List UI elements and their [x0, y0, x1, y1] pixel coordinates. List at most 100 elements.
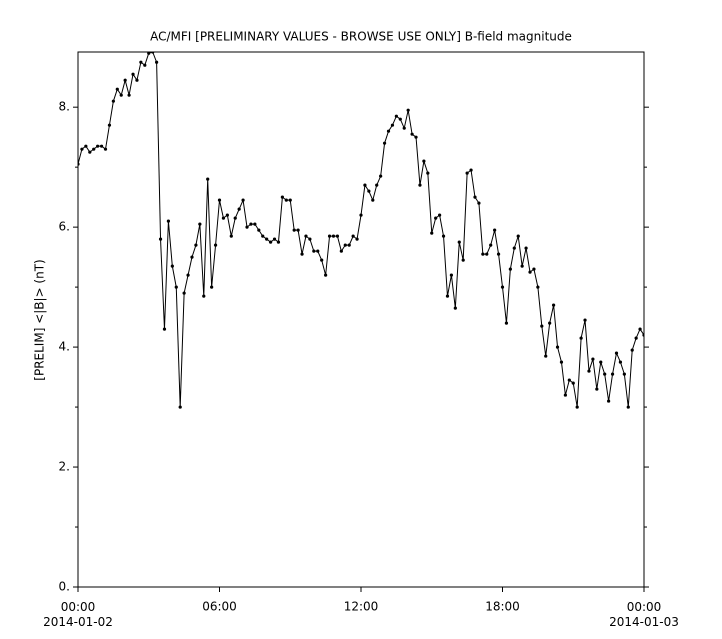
- data-point: [327, 234, 332, 238]
- data-point: [284, 198, 288, 202]
- data-point: [622, 372, 626, 376]
- data-point: [206, 177, 210, 181]
- data-point: [88, 150, 92, 154]
- data-point: [607, 399, 611, 403]
- data-point: [520, 264, 524, 268]
- data-point: [390, 123, 395, 127]
- data-point: [253, 222, 257, 226]
- data-point: [80, 147, 84, 151]
- data-point: [147, 52, 151, 55]
- data-point: [170, 264, 174, 268]
- data-point: [461, 258, 465, 262]
- plot-area: [78, 52, 644, 409]
- data-point: [331, 234, 336, 238]
- data-point: [343, 243, 347, 247]
- data-point: [516, 234, 520, 238]
- data-point: [477, 201, 481, 205]
- data-point: [316, 249, 320, 253]
- data-point: [241, 198, 245, 202]
- data-point: [162, 327, 167, 331]
- data-point: [595, 387, 599, 391]
- data-point: [257, 228, 261, 232]
- data-point: [614, 351, 619, 355]
- data-point: [268, 240, 273, 244]
- data-point: [571, 381, 575, 385]
- data-point: [375, 183, 379, 187]
- data-point: [382, 141, 387, 145]
- data-point: [190, 255, 194, 259]
- data-point: [465, 171, 469, 175]
- data-point: [296, 228, 300, 232]
- data-point: [532, 267, 536, 271]
- data-point: [217, 198, 222, 202]
- y-tick-label: 8.: [59, 100, 70, 114]
- data-point: [371, 198, 375, 202]
- data-point: [434, 216, 438, 220]
- x-tick-label: 18:00: [485, 600, 520, 614]
- data-point: [225, 213, 229, 217]
- data-point: [485, 252, 489, 256]
- data-point: [438, 213, 442, 217]
- data-point: [583, 318, 587, 322]
- data-point: [355, 237, 359, 241]
- data-point: [563, 393, 567, 397]
- data-point: [548, 321, 552, 325]
- x-tick-label: 00:00 2014-01-02: [43, 600, 113, 629]
- data-point: [92, 147, 96, 151]
- data-point: [339, 249, 343, 253]
- data-point: [504, 321, 509, 325]
- data-point: [559, 360, 564, 364]
- data-point: [174, 285, 178, 289]
- data-point: [96, 144, 100, 148]
- data-point: [575, 405, 579, 409]
- data-point: [107, 123, 112, 127]
- data-point: [237, 207, 241, 211]
- data-point: [638, 327, 642, 331]
- data-point: [359, 213, 363, 217]
- data-point: [111, 99, 115, 103]
- data-point: [524, 246, 528, 250]
- data-point: [99, 144, 104, 148]
- data-point: [630, 348, 634, 352]
- y-tick-label: 0.: [59, 580, 70, 594]
- data-point: [603, 372, 607, 376]
- data-point: [469, 168, 473, 172]
- y-axis-label: [PRELIM] <|B|> (nT): [33, 259, 47, 380]
- data-point: [587, 369, 591, 373]
- data-point: [453, 306, 457, 310]
- data-point: [324, 273, 328, 277]
- data-point: [272, 237, 277, 241]
- data-point: [363, 183, 367, 187]
- data-point: [579, 336, 583, 340]
- chart-title: AC/MFI [PRELIMINARY VALUES - BROWSE USE …: [150, 30, 572, 44]
- data-point: [642, 333, 644, 337]
- data-point: [280, 195, 284, 199]
- data-point: [351, 234, 355, 238]
- y-tick-label: 4.: [59, 340, 70, 354]
- data-point: [406, 108, 410, 112]
- data-point: [555, 345, 560, 349]
- data-point: [426, 171, 430, 175]
- data-point: [441, 234, 446, 238]
- data-point: [551, 303, 556, 307]
- data-point: [166, 219, 171, 223]
- data-point: [394, 114, 398, 118]
- data-point: [508, 267, 512, 271]
- data-point: [288, 198, 292, 202]
- data-point: [292, 228, 296, 232]
- data-point: [182, 291, 186, 295]
- data-point: [210, 285, 214, 289]
- data-point: [151, 52, 155, 54]
- data-point: [186, 273, 190, 277]
- data-point: [139, 60, 143, 64]
- data-point: [410, 132, 414, 136]
- data-point: [418, 183, 422, 187]
- data-point: [335, 234, 340, 238]
- data-point: [312, 249, 316, 253]
- data-point: [528, 270, 532, 274]
- data-point: [78, 162, 80, 166]
- data-point: [493, 228, 497, 232]
- data-point: [496, 252, 501, 256]
- data-point: [430, 231, 434, 235]
